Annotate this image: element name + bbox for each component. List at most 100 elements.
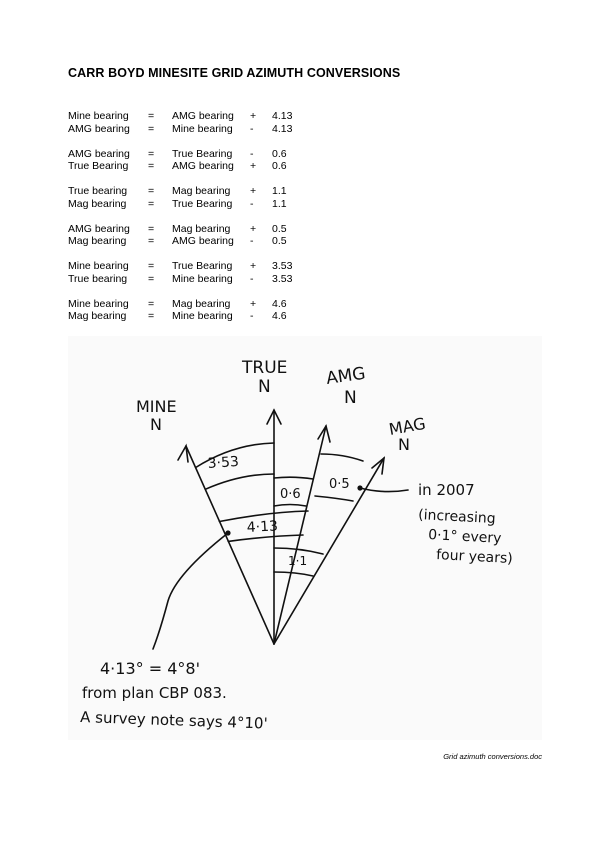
offset-value: 0.5 xyxy=(272,235,287,247)
lhs-bearing: AMG bearing xyxy=(68,122,130,135)
arc-11-outer xyxy=(273,547,324,555)
equals-sign: = xyxy=(148,272,155,285)
arc-11-inner xyxy=(273,571,314,577)
equals-sign: = xyxy=(148,297,155,310)
lhs-bearing: Mine bearing xyxy=(68,297,129,310)
arc-06-outer xyxy=(273,476,314,480)
offset-value: 3.53 xyxy=(272,260,293,272)
offset-value: 3.53 xyxy=(272,272,293,285)
offset-value: 4.13 xyxy=(272,122,293,135)
true-label: TRUE xyxy=(241,358,287,378)
operator: - xyxy=(250,122,254,135)
note-2007-line2: (increasing xyxy=(418,507,496,527)
operator: - xyxy=(250,310,254,322)
lhs-bearing: AMG bearing xyxy=(68,147,130,160)
lhs-bearing: Mag bearing xyxy=(68,235,127,247)
offset-value: 0.6 xyxy=(272,160,287,172)
lhs-bearing: Mag bearing xyxy=(68,197,127,210)
true-n-label: N xyxy=(258,377,271,397)
operator: + xyxy=(250,160,257,172)
arc-413-inner xyxy=(227,534,304,543)
lhs-bearing: True Bearing xyxy=(68,160,129,172)
operator: - xyxy=(250,147,254,160)
arc-413-label: 4·13 xyxy=(246,518,278,536)
amg-n-label: N xyxy=(344,388,357,408)
operator: + xyxy=(250,222,257,235)
note-2007-line4: four years) xyxy=(436,547,513,567)
note-2007-line3: 0·1° every xyxy=(428,527,502,547)
equals-sign: = xyxy=(148,160,155,172)
arc-05-inner xyxy=(314,495,354,502)
mine-label: MINE xyxy=(136,397,177,416)
rhs-bearing: Mine bearing xyxy=(172,272,233,285)
lhs-bearing: True bearing xyxy=(68,185,128,197)
mine-n-label: N xyxy=(150,415,162,434)
equals-sign: = xyxy=(148,110,155,122)
rhs-bearing: Mine bearing xyxy=(172,122,233,135)
offset-value: 1.1 xyxy=(272,185,287,197)
amg-arrowhead xyxy=(317,423,331,443)
marker-dot-2007 xyxy=(357,485,363,491)
arc-06-inner xyxy=(273,503,307,507)
arc-05-label: 0·5 xyxy=(329,477,350,492)
equals-sign: = xyxy=(148,122,155,135)
rhs-bearing: AMG bearing xyxy=(172,235,234,247)
lhs-bearing: Mine bearing xyxy=(68,260,129,272)
equals-sign: = xyxy=(148,235,155,247)
document-title: CARR BOYD MINESITE GRID AZIMUTH CONVERSI… xyxy=(68,66,401,80)
rhs-bearing: Mine bearing xyxy=(172,310,233,322)
note-bottom-line3: A survey note says 4°10' xyxy=(80,708,268,733)
note-bottom-line2: from plan CBP 083. xyxy=(82,684,227,702)
operator: + xyxy=(250,260,257,272)
offset-value: 4.6 xyxy=(272,310,287,322)
offset-value: 1.1 xyxy=(272,197,287,210)
arc-353-inner xyxy=(204,473,275,491)
azimuth-diagram-svg: TRUE N AMG N MINE N MAG N 3·53 4·13 0·6 … xyxy=(80,358,513,733)
arc-05-outer xyxy=(320,453,364,462)
operator: - xyxy=(250,235,254,247)
marker-dot-413 xyxy=(225,530,231,536)
operator: + xyxy=(250,185,257,197)
leader-413 xyxy=(152,532,229,650)
offset-value: 0.5 xyxy=(272,222,287,235)
arc-06-label: 0·6 xyxy=(280,487,301,502)
equals-sign: = xyxy=(148,147,155,160)
arc-353-label: 3·53 xyxy=(207,454,239,472)
operator: + xyxy=(250,297,257,310)
offset-value: 4.6 xyxy=(272,297,287,310)
lhs-bearing: Mine bearing xyxy=(68,110,129,122)
lhs-bearing: True bearing xyxy=(68,272,128,285)
offset-value: 0.6 xyxy=(272,147,287,160)
equals-sign: = xyxy=(148,222,155,235)
rhs-bearing: Mag bearing xyxy=(172,297,231,310)
rhs-bearing: Mag bearing xyxy=(172,185,231,197)
equals-sign: = xyxy=(148,197,155,210)
mag-n-label: N xyxy=(398,435,410,454)
rhs-bearing: True Bearing xyxy=(172,197,233,210)
rhs-bearing: AMG bearing xyxy=(172,160,234,172)
note-2007-line1: in 2007 xyxy=(418,481,475,499)
arc-353-outer xyxy=(194,442,275,469)
rhs-bearing: True Bearing xyxy=(172,147,233,160)
lhs-bearing: Mag bearing xyxy=(68,310,127,322)
lhs-bearing: AMG bearing xyxy=(68,222,130,235)
leader-2007 xyxy=(359,487,409,493)
equals-sign: = xyxy=(148,260,155,272)
mine-arrowhead xyxy=(177,443,189,463)
mine-north-line xyxy=(185,445,275,645)
amg-label: AMG xyxy=(325,364,367,389)
rhs-bearing: Mag bearing xyxy=(172,222,231,235)
rhs-bearing: AMG bearing xyxy=(172,110,234,122)
arc-11-label: 1·1 xyxy=(288,554,307,568)
azimuth-diagram: TRUE N AMG N MINE N MAG N 3·53 4·13 0·6 … xyxy=(68,336,542,740)
equals-sign: = xyxy=(148,310,155,322)
operator: - xyxy=(250,272,254,285)
equals-sign: = xyxy=(148,185,155,197)
footer-filename: Grid azimuth conversions.doc xyxy=(443,752,542,761)
rhs-bearing: True Bearing xyxy=(172,260,233,272)
offset-value: 4.13 xyxy=(272,110,293,122)
operator: + xyxy=(250,110,257,122)
true-arrowhead xyxy=(266,408,282,425)
arc-413-outer xyxy=(218,510,309,523)
operator: - xyxy=(250,197,254,210)
